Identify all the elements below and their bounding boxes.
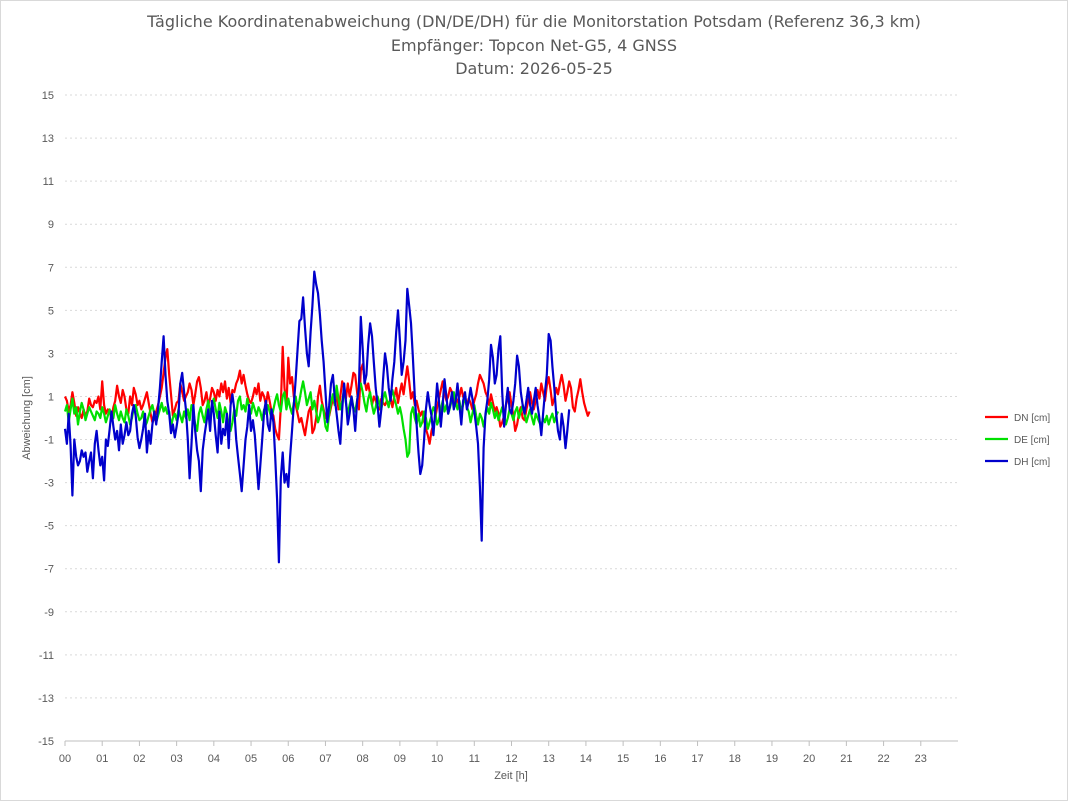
y-tick-label: 3 [48, 348, 54, 360]
chart-subtitle: Empfänger: Topcon Net-G5, 4 GNSS [390, 36, 678, 55]
x-tick-label: 07 [319, 753, 331, 765]
x-tick-label: 04 [208, 753, 220, 765]
x-tick-label: 20 [803, 753, 815, 765]
x-tick-label: 17 [691, 753, 703, 765]
x-tick-label: 11 [469, 753, 480, 765]
legend-label: DH [cm] [1014, 457, 1050, 468]
x-tick-label: 16 [654, 753, 666, 765]
y-tick-label: -1 [44, 435, 54, 447]
y-tick-label: 1 [48, 391, 54, 403]
y-tick-label: 11 [43, 176, 54, 188]
x-tick-label: 05 [245, 753, 257, 765]
y-axis-label: Abweichung [cm] [21, 376, 33, 460]
chart-date: Datum: 2026-05-25 [455, 59, 613, 78]
y-tick-label: -9 [44, 607, 54, 619]
y-tick-label: -15 [38, 736, 54, 748]
y-tick-label: -5 [44, 521, 54, 533]
y-tick-label: 9 [48, 219, 54, 231]
x-tick-label: 12 [505, 753, 517, 765]
grid-lines [65, 94, 958, 742]
x-tick-label: 09 [394, 753, 406, 765]
x-tick-label: 15 [617, 753, 629, 765]
legend: DN [cm] DE [cm] DH [cm] [985, 413, 1050, 468]
x-tick-label: 14 [580, 753, 592, 765]
y-tick-label: 13 [42, 133, 54, 145]
y-tick-label: -3 [44, 478, 54, 490]
y-tick-label: -11 [39, 650, 54, 662]
x-axis-label: Zeit [h] [494, 770, 528, 782]
series-line-de [63, 380, 560, 458]
series-line-dh [63, 270, 571, 564]
x-tick-label: 01 [96, 753, 108, 765]
y-tick-label: 7 [48, 262, 54, 274]
x-tick-label: 18 [729, 753, 741, 765]
x-tick-labels: 00 01 02 03 04 05 06 07 08 09 10 11 12 13 14 15 16 17 18 19… [59, 741, 927, 765]
x-tick-label: 00 [59, 753, 71, 765]
legend-label: DN [cm] [1014, 413, 1050, 424]
x-tick-label: 08 [357, 753, 369, 765]
chart-title: Tägliche Koordinatenabweichung (DN/DE/DH… [147, 12, 921, 31]
x-tick-label: 10 [431, 753, 443, 765]
x-tick-label: 23 [915, 753, 927, 765]
x-tick-label: 06 [282, 753, 294, 765]
x-tick-label: 03 [171, 753, 183, 765]
y-tick-label: -7 [44, 564, 54, 576]
x-tick-label: 02 [133, 753, 145, 765]
x-tick-label: 21 [840, 753, 852, 765]
y-tick-label: 15 [42, 90, 54, 102]
y-tick-label: 5 [48, 305, 54, 317]
x-tick-label: 13 [543, 753, 555, 765]
x-tick-label: 19 [766, 753, 778, 765]
y-tick-label: -13 [38, 693, 54, 705]
y-tick-labels: 15 13 11 9 7 5 3 1 -1 -3 -5 -7 -9 -11 -13 -15 [38, 90, 54, 748]
series-group [63, 270, 591, 564]
legend-label: DE [cm] [1014, 435, 1050, 446]
x-tick-label: 22 [877, 753, 889, 765]
